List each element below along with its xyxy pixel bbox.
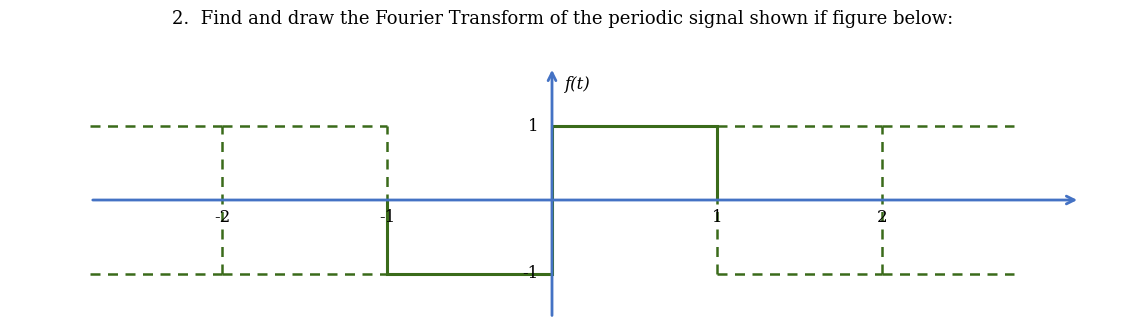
- Text: 2: 2: [876, 209, 888, 226]
- Text: -1: -1: [379, 209, 395, 226]
- Text: 1: 1: [712, 209, 722, 226]
- Text: 1: 1: [528, 118, 539, 135]
- Text: 2.  Find and draw the Fourier Transform of the periodic signal shown if figure b: 2. Find and draw the Fourier Transform o…: [172, 10, 953, 28]
- Text: -1: -1: [522, 265, 539, 282]
- Text: -2: -2: [214, 209, 231, 226]
- Text: f(t): f(t): [564, 76, 590, 93]
